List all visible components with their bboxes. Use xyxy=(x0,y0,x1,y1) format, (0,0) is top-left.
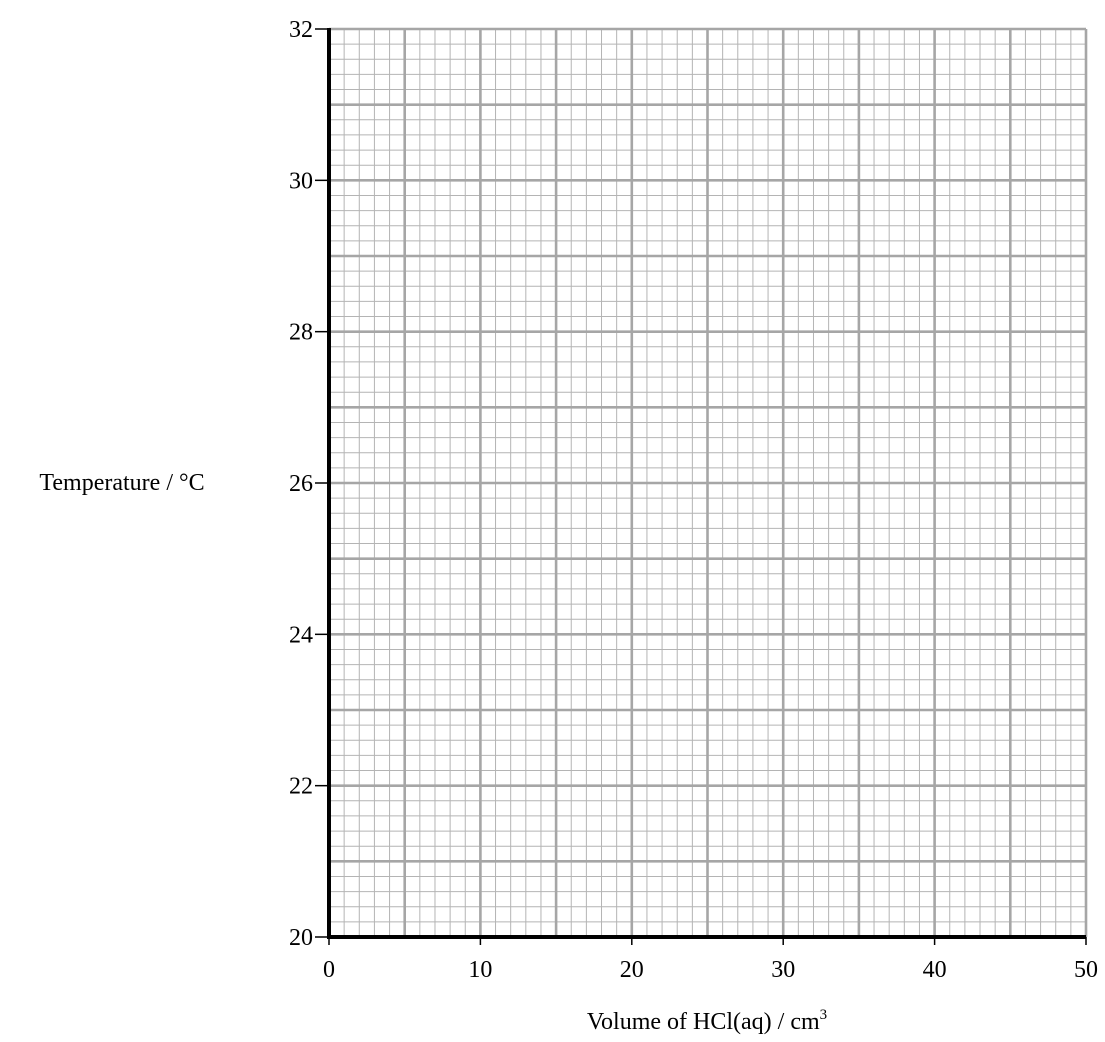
y-tick-label: 24 xyxy=(289,622,313,648)
y-tick-label: 22 xyxy=(289,774,313,800)
x-tick-label: 30 xyxy=(771,957,795,983)
x-axis-title-superscript: 3 xyxy=(820,1007,828,1023)
x-tick-label: 10 xyxy=(468,957,492,983)
y-tick-label: 30 xyxy=(289,168,313,194)
x-axis-ticks: 0 10 20 30 40 50 xyxy=(323,937,1098,983)
y-tick-label: 28 xyxy=(289,320,313,346)
x-tick-label: 0 xyxy=(323,957,335,983)
y-tick-label: 26 xyxy=(289,471,313,497)
x-tick-label: 40 xyxy=(923,957,947,983)
x-tick-label: 50 xyxy=(1074,957,1098,983)
y-axis-ticks: 20 22 24 26 28 30 32 xyxy=(289,17,329,951)
x-axis-title-text: Volume of HCl(aq) / cm xyxy=(587,1009,820,1035)
y-axis-title: Temperature / °C xyxy=(39,470,204,496)
grid-major xyxy=(327,27,1088,939)
y-tick-label: 20 xyxy=(289,925,313,951)
x-tick-label: 20 xyxy=(620,957,644,983)
y-tick-label: 32 xyxy=(289,17,313,43)
x-axis-title: Volume of HCl(aq) / cm3 xyxy=(587,1007,827,1035)
